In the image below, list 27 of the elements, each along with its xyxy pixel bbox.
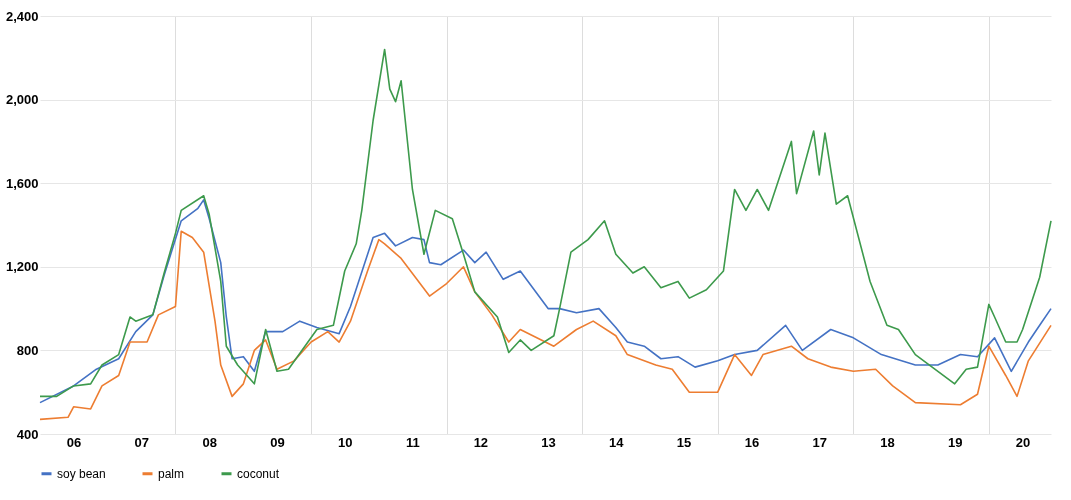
x-tick-label: 11 <box>406 434 420 450</box>
legend-label: soy bean <box>57 466 106 481</box>
x-tick-label: 17 <box>812 434 827 450</box>
y-tick-label: 1,200 <box>5 259 39 275</box>
line-series <box>39 199 1052 404</box>
legend-label: palm <box>158 466 185 481</box>
y-tick-label: 1,600 <box>5 175 39 191</box>
y-tick-label: 800 <box>16 342 39 358</box>
x-tick-label: 20 <box>1015 434 1031 450</box>
x-tick-label: 19 <box>947 434 963 450</box>
x-tick-label: 07 <box>134 434 150 450</box>
y-tick-label: 2,000 <box>5 92 39 108</box>
x-tick-label: 10 <box>337 434 353 450</box>
x-tick-label: 09 <box>270 434 285 450</box>
x-tick-label: 18 <box>880 434 895 450</box>
y-tick-label: 400 <box>16 426 39 442</box>
legend-label: coconut <box>237 466 280 481</box>
x-tick-label: 16 <box>744 434 760 450</box>
y-tick-label: 2,400 <box>5 8 39 24</box>
x-tick-label: 12 <box>473 434 489 450</box>
x-tick-label: 06 <box>66 434 82 450</box>
x-tick-label: 15 <box>676 434 692 450</box>
x-tick-label: 13 <box>541 434 556 450</box>
x-tick-label: 14 <box>609 434 625 450</box>
line-series <box>39 48 1052 398</box>
x-tick-label: 08 <box>202 434 217 450</box>
line-series <box>39 230 1052 421</box>
